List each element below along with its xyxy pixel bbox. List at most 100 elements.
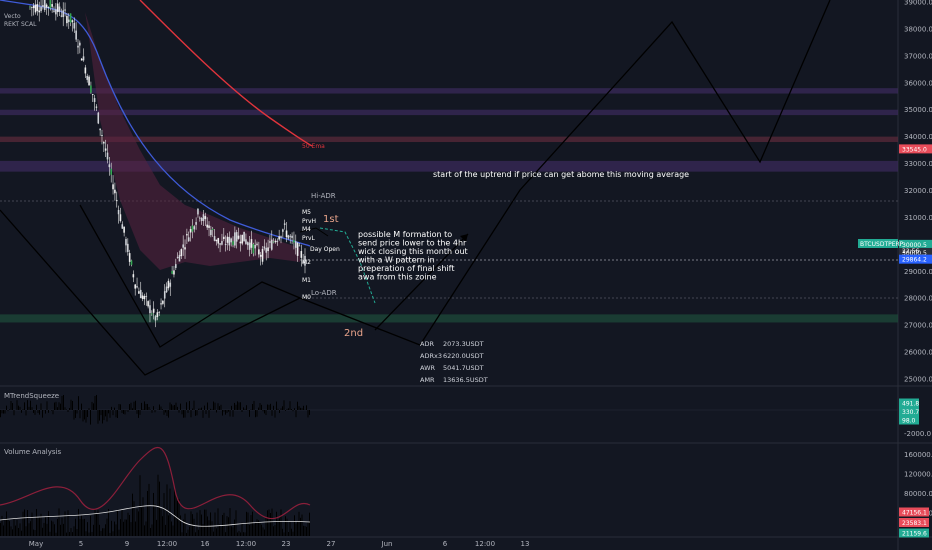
level-label: PrvH	[302, 218, 316, 225]
volume-bars	[0, 474, 310, 536]
time-tick: 12:00	[157, 540, 177, 548]
volume-bar	[6, 511, 7, 536]
squeeze-bar	[178, 410, 180, 413]
projection-arrow-line	[374, 233, 469, 331]
volume-bar	[160, 509, 162, 536]
volume-bar	[298, 511, 300, 536]
volume-bar	[34, 530, 36, 536]
squeeze-bar	[303, 405, 304, 410]
volume-bar	[181, 532, 183, 536]
price-tick: 29000.0	[904, 268, 932, 276]
candle-body	[38, 10, 41, 13]
supply-demand-zones	[0, 88, 898, 323]
volume-bar	[223, 512, 225, 536]
squeeze-badge	[899, 398, 919, 408]
volume-bar	[43, 522, 45, 536]
squeeze-bar	[181, 410, 183, 415]
squeeze-bar	[67, 410, 69, 412]
price-badge	[899, 254, 932, 264]
volume-bar	[112, 531, 114, 536]
squeeze-bar	[244, 408, 246, 410]
candle-body	[250, 239, 253, 248]
squeeze-bar	[259, 403, 261, 410]
volume-bar	[30, 521, 31, 536]
squeeze-bar	[42, 410, 43, 418]
candle-body	[88, 76, 90, 86]
volume-bar	[81, 515, 82, 536]
volume-bar	[0, 522, 1, 536]
volume-bar	[163, 493, 165, 536]
ticker-tag-text: BTCUSDTPERP	[860, 241, 904, 248]
ema-blue-line	[0, 0, 311, 247]
candle-body	[294, 241, 297, 248]
squeeze-bar	[100, 410, 102, 416]
candle-body	[270, 239, 273, 250]
price-tick: 38000.0	[904, 25, 932, 33]
candle-body	[165, 286, 168, 293]
time-tick: Jun	[381, 540, 393, 548]
candle-body	[169, 282, 172, 287]
candle-body	[149, 305, 151, 314]
volume-bar	[75, 518, 76, 536]
volume-bar	[238, 531, 240, 536]
candle-body	[29, 6, 31, 8]
m-peak-line	[299, 227, 329, 237]
m-note-line: with a W pattern in	[358, 256, 435, 265]
volume-bar	[66, 532, 67, 536]
squeeze-bar	[22, 409, 24, 410]
level-label: M2	[302, 259, 311, 266]
squeeze-bar	[193, 400, 195, 410]
volume-bar	[240, 532, 241, 536]
first-label: 1st	[323, 214, 339, 225]
candle-body	[261, 248, 264, 262]
squeeze-bar	[202, 410, 204, 418]
volume-bar	[141, 507, 142, 536]
squeeze-bar	[21, 410, 22, 413]
volume-bar	[102, 528, 103, 536]
time-tick: May	[29, 540, 43, 548]
candle-body	[211, 228, 214, 231]
volume-bar	[228, 517, 229, 536]
squeeze-bar	[7, 410, 9, 412]
squeeze-bar	[213, 401, 214, 410]
price-tick: 27000.0	[904, 322, 932, 330]
candle-body	[239, 241, 242, 244]
volume-bar	[48, 511, 49, 536]
candle-body	[75, 30, 77, 40]
candle-body	[80, 58, 83, 61]
squeeze-bar	[69, 408, 70, 410]
candle-body	[143, 295, 146, 300]
volume-bar	[136, 508, 138, 536]
volume-bar	[295, 523, 297, 536]
squeeze-bar	[109, 410, 111, 418]
volume-bar	[261, 524, 262, 536]
volume-bar	[309, 512, 310, 536]
candle-body	[178, 254, 181, 262]
candle-body	[302, 261, 304, 264]
volume-bar	[217, 508, 219, 536]
zone-band	[0, 88, 898, 94]
volume-bar	[273, 526, 274, 536]
zone-band	[0, 136, 898, 143]
squeeze-bar	[309, 410, 310, 415]
volume-bar	[12, 529, 13, 536]
time-tick: 12:00	[475, 540, 495, 548]
squeeze-bar	[241, 410, 243, 413]
candle-body	[60, 15, 63, 17]
volume-bar	[183, 519, 184, 536]
volume-bar	[85, 531, 87, 536]
candle-body	[73, 22, 76, 29]
squeeze-bar	[27, 400, 28, 410]
volume-bar	[73, 526, 75, 536]
candle-body	[71, 20, 74, 23]
ema-label: 50 Ema	[302, 143, 325, 150]
volume-bar	[213, 531, 214, 536]
volume-tick: 80000.0	[904, 490, 932, 498]
candle-body	[187, 237, 190, 242]
candle-body	[221, 241, 223, 245]
volume-bar	[52, 521, 54, 536]
lo-adr-label: Lo-ADR	[311, 289, 337, 297]
ticker-tag[interactable]	[858, 239, 898, 248]
volume-bar	[76, 529, 78, 536]
